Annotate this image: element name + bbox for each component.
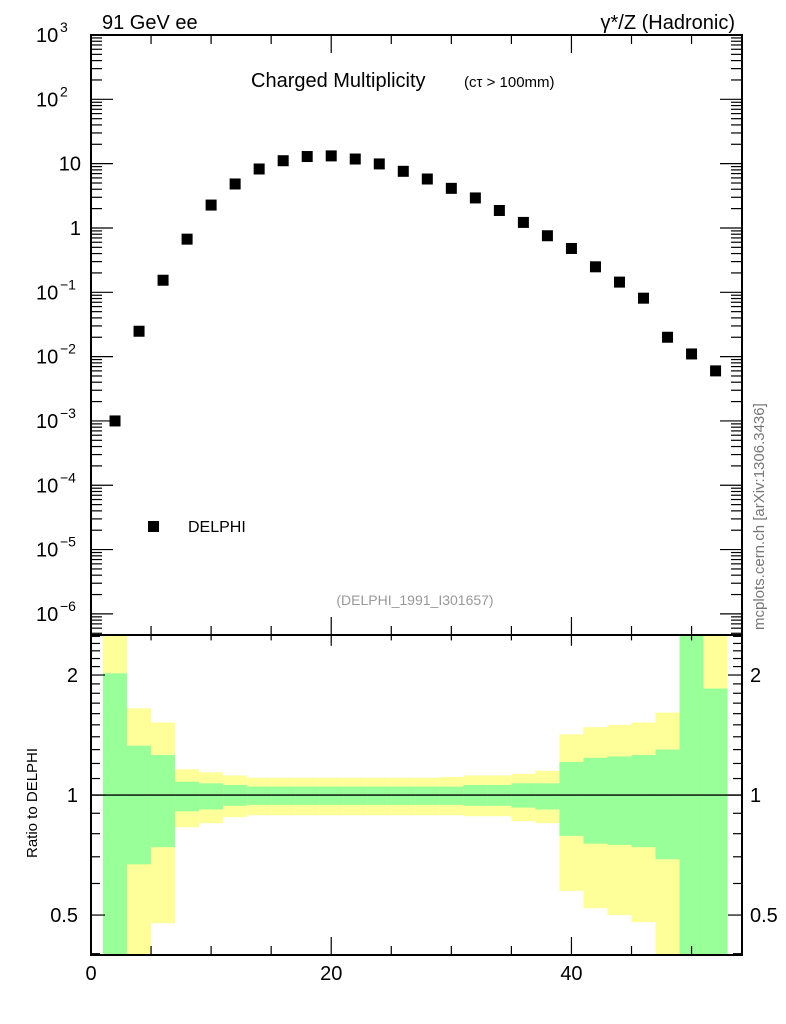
y-tick-label: 10 <box>36 604 58 626</box>
y-tick-label: 10 <box>36 89 58 111</box>
ratio-plot-frame <box>90 634 743 956</box>
stat-uncertainty-band-bin <box>703 688 728 955</box>
stat-uncertainty-band-bin <box>127 745 152 865</box>
y-tick-label: 10 <box>59 154 81 176</box>
stat-uncertainty-band-bin <box>559 762 584 836</box>
ratio-ylabel: Ratio to DELPHI <box>24 748 41 858</box>
stat-uncertainty-band-bin <box>271 786 296 805</box>
ratio-y-tick-label-left: 0.5 <box>50 905 78 927</box>
main-axis-ticks <box>90 34 742 635</box>
y-tick-exponent: 2 <box>60 83 68 99</box>
y-tick-exponent: −6 <box>60 598 76 614</box>
data-point <box>589 261 601 273</box>
y-tick-label: 10 <box>36 25 58 47</box>
x-tick-label: 40 <box>560 963 582 985</box>
stat-uncertainty-band-bin <box>343 786 368 805</box>
y-tick-label: 10 <box>36 475 58 497</box>
top-right-label: γ*/Z (Hadronic) <box>601 12 735 34</box>
y-tick-label: 1 <box>70 218 81 240</box>
data-points <box>109 150 722 427</box>
legend-marker <box>148 521 159 532</box>
data-point <box>253 163 265 175</box>
stat-uncertainty-band-bin <box>631 755 656 848</box>
stat-uncertainty-band-bin <box>583 757 608 844</box>
x-tick-label: 20 <box>320 963 342 985</box>
y-tick-label: 10 <box>36 540 58 562</box>
stat-uncertainty-band-bin <box>415 786 440 805</box>
data-point <box>301 151 313 163</box>
y-tick-label: 10 <box>36 411 58 433</box>
stat-uncertainty-band-bin <box>247 786 272 805</box>
data-point <box>229 178 241 190</box>
data-point <box>710 365 722 377</box>
ratio-y-tick-label-left: 2 <box>67 665 78 687</box>
y-tick-label: 10 <box>36 347 58 369</box>
data-point <box>349 153 361 165</box>
top-left-label: 91 GeV ee <box>102 12 198 34</box>
main-plot-frame <box>90 34 743 636</box>
data-point <box>662 331 674 343</box>
data-point <box>277 155 289 167</box>
stat-uncertainty-band-bin <box>175 781 200 812</box>
stat-uncertainty-band-bin <box>199 783 224 810</box>
data-point <box>181 233 193 245</box>
data-point <box>493 204 505 216</box>
x-tick-label: 0 <box>85 963 96 985</box>
y-tick-exponent: −2 <box>60 341 76 357</box>
data-point <box>205 199 217 211</box>
ratio-y-tick-label-right: 1 <box>750 785 761 807</box>
data-point <box>445 182 457 194</box>
y-tick-exponent: −4 <box>60 469 76 485</box>
data-point <box>541 230 553 242</box>
data-point <box>517 216 529 228</box>
ratio-y-tick-label-left: 1 <box>67 785 78 807</box>
y-tick-exponent: 3 <box>60 19 68 35</box>
data-point <box>421 173 433 185</box>
stat-uncertainty-band-bin <box>367 786 392 805</box>
stat-uncertainty-band-bin <box>391 786 416 805</box>
y-tick-exponent: −5 <box>60 534 76 550</box>
data-point <box>686 348 698 360</box>
y-tick-exponent: −1 <box>60 276 76 292</box>
plot-subtitle: (cτ > 100mm) <box>464 74 555 91</box>
ratio-y-tick-label-right: 2 <box>750 665 761 687</box>
data-point <box>325 150 337 162</box>
ratio-y-tick-label-right: 0.5 <box>750 905 778 927</box>
data-point <box>157 274 169 286</box>
y-tick-label: 10 <box>36 282 58 304</box>
side-label: mcplots.cern.ch [arXiv:1306.3436] <box>751 403 768 630</box>
ratio-bands <box>91 635 742 955</box>
analysis-label: (DELPHI_1991_I301657) <box>336 592 493 608</box>
data-point <box>373 158 385 170</box>
legend-label: DELPHI <box>188 519 246 536</box>
stat-uncertainty-band-bin <box>655 749 680 860</box>
stat-uncertainty-band-bin <box>151 755 176 848</box>
data-point <box>638 292 650 304</box>
stat-uncertainty-band-bin <box>295 786 320 805</box>
stat-uncertainty-band-bin <box>103 673 128 955</box>
data-point <box>613 276 625 288</box>
stat-uncertainty-band-bin <box>319 786 344 805</box>
data-point <box>133 325 145 337</box>
data-point <box>397 165 409 177</box>
stat-uncertainty-band-bin <box>439 786 464 805</box>
data-point <box>109 415 121 427</box>
stat-uncertainty-band-bin <box>535 783 560 810</box>
data-point <box>469 192 481 204</box>
stat-uncertainty-band-bin <box>607 756 632 845</box>
plot-title: Charged Multiplicity <box>251 70 426 92</box>
y-tick-exponent: −3 <box>60 405 76 421</box>
data-point <box>565 242 577 254</box>
